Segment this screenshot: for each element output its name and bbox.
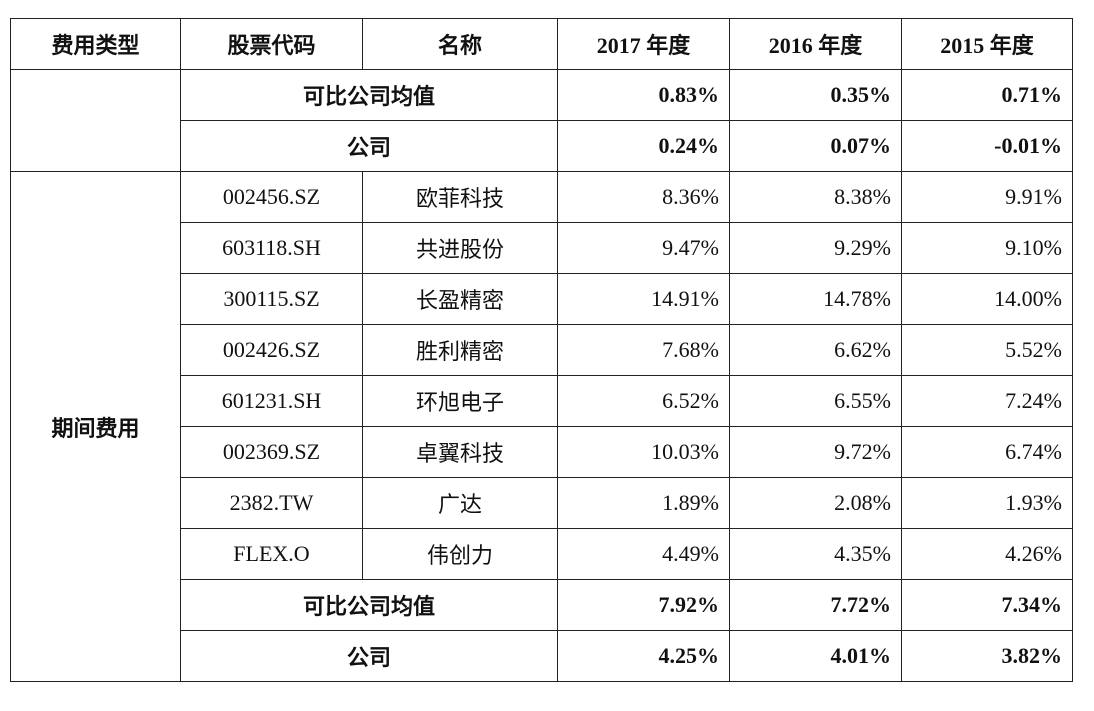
value-2016: 2.08%: [729, 477, 902, 529]
value-2017: 6.52%: [557, 375, 730, 427]
value-2017: 0.83%: [557, 69, 730, 121]
company-name: 胜利精密: [362, 324, 558, 376]
table-row: 期间费用 002456.SZ 欧菲科技 8.36% 8.38% 9.91%: [10, 171, 1073, 682]
value-2016: 0.07%: [729, 120, 902, 172]
value-2017: 0.24%: [557, 120, 730, 172]
stock-code: 002369.SZ: [180, 426, 363, 478]
header-2015: 2015 年度: [901, 18, 1073, 70]
summary-label: 公司: [180, 120, 558, 172]
value-2016: 7.72%: [729, 579, 902, 631]
value-2017: 14.91%: [557, 273, 730, 325]
expense-type-cell: 期间费用: [10, 171, 181, 682]
stock-code: 2382.TW: [180, 477, 363, 529]
company-name: 环旭电子: [362, 375, 558, 427]
value-2016: 9.72%: [729, 426, 902, 478]
expense-table: 费用类型 股票代码 名称 2017 年度 2016 年度 2015 年度 可比公…: [10, 18, 1073, 682]
stock-code: 300115.SZ: [180, 273, 363, 325]
value-2016: 9.29%: [729, 222, 902, 274]
summary-label: 可比公司均值: [180, 579, 558, 631]
value-2015: 3.82%: [901, 630, 1073, 682]
table-row: 002426.SZ 胜利精密 7.68% 6.62% 5.52%: [11, 324, 1073, 376]
company-name: 长盈精密: [362, 273, 558, 325]
table-row: 300115.SZ 长盈精密 14.91% 14.78% 14.00%: [11, 273, 1073, 325]
company-name: 伟创力: [362, 528, 558, 580]
summary-label: 公司: [180, 630, 558, 682]
value-2015: 14.00%: [901, 273, 1073, 325]
stock-code: 002456.SZ: [180, 171, 363, 223]
value-2015: 4.26%: [901, 528, 1073, 580]
company-name: 欧菲科技: [362, 171, 558, 223]
header-2017: 2017 年度: [557, 18, 730, 70]
value-2016: 4.35%: [729, 528, 902, 580]
company-name: 卓翼科技: [362, 426, 558, 478]
value-2015: 7.24%: [901, 375, 1073, 427]
value-2015: -0.01%: [901, 120, 1073, 172]
stock-code: 601231.SH: [180, 375, 363, 427]
company-name: 广达: [362, 477, 558, 529]
header-row: 费用类型 股票代码 名称 2017 年度 2016 年度 2015 年度: [10, 18, 1073, 70]
value-2017: 7.92%: [557, 579, 730, 631]
expense-type-cell: [10, 69, 181, 172]
value-2017: 4.25%: [557, 630, 730, 682]
table-row: 002369.SZ 卓翼科技 10.03% 9.72% 6.74%: [11, 426, 1073, 478]
value-2016: 8.38%: [729, 171, 902, 223]
table-row: 可比公司均值 0.83% 0.35% 0.71%: [10, 69, 1073, 172]
value-2015: 7.34%: [901, 579, 1073, 631]
table-row: 603118.SH 共进股份 9.47% 9.29% 9.10%: [11, 222, 1073, 274]
table-row: 可比公司均值 7.92% 7.72% 7.34%: [11, 579, 1073, 631]
value-2017: 10.03%: [557, 426, 730, 478]
value-2016: 6.55%: [729, 375, 902, 427]
header-stock-code: 股票代码: [180, 18, 363, 70]
value-2015: 0.71%: [901, 69, 1073, 121]
value-2017: 9.47%: [557, 222, 730, 274]
value-2016: 4.01%: [729, 630, 902, 682]
header-2016: 2016 年度: [729, 18, 902, 70]
table-row: 601231.SH 环旭电子 6.52% 6.55% 7.24%: [11, 375, 1073, 427]
stock-code: FLEX.O: [180, 528, 363, 580]
header-expense-type: 费用类型: [10, 18, 181, 70]
table-row: FLEX.O 伟创力 4.49% 4.35% 4.26%: [11, 528, 1073, 580]
value-2016: 0.35%: [729, 69, 902, 121]
value-2016: 14.78%: [729, 273, 902, 325]
stock-code: 002426.SZ: [180, 324, 363, 376]
value-2015: 9.10%: [901, 222, 1073, 274]
value-2016: 6.62%: [729, 324, 902, 376]
stock-code: 603118.SH: [180, 222, 363, 274]
header-name: 名称: [362, 18, 558, 70]
summary-label: 可比公司均值: [180, 69, 558, 121]
value-2017: 8.36%: [557, 171, 730, 223]
value-2017: 7.68%: [557, 324, 730, 376]
value-2015: 5.52%: [901, 324, 1073, 376]
company-name: 共进股份: [362, 222, 558, 274]
value-2017: 4.49%: [557, 528, 730, 580]
table-row: 公司 4.25% 4.01% 3.82%: [11, 630, 1073, 682]
value-2017: 1.89%: [557, 477, 730, 529]
value-2015: 6.74%: [901, 426, 1073, 478]
value-2015: 1.93%: [901, 477, 1073, 529]
value-2015: 9.91%: [901, 171, 1073, 223]
